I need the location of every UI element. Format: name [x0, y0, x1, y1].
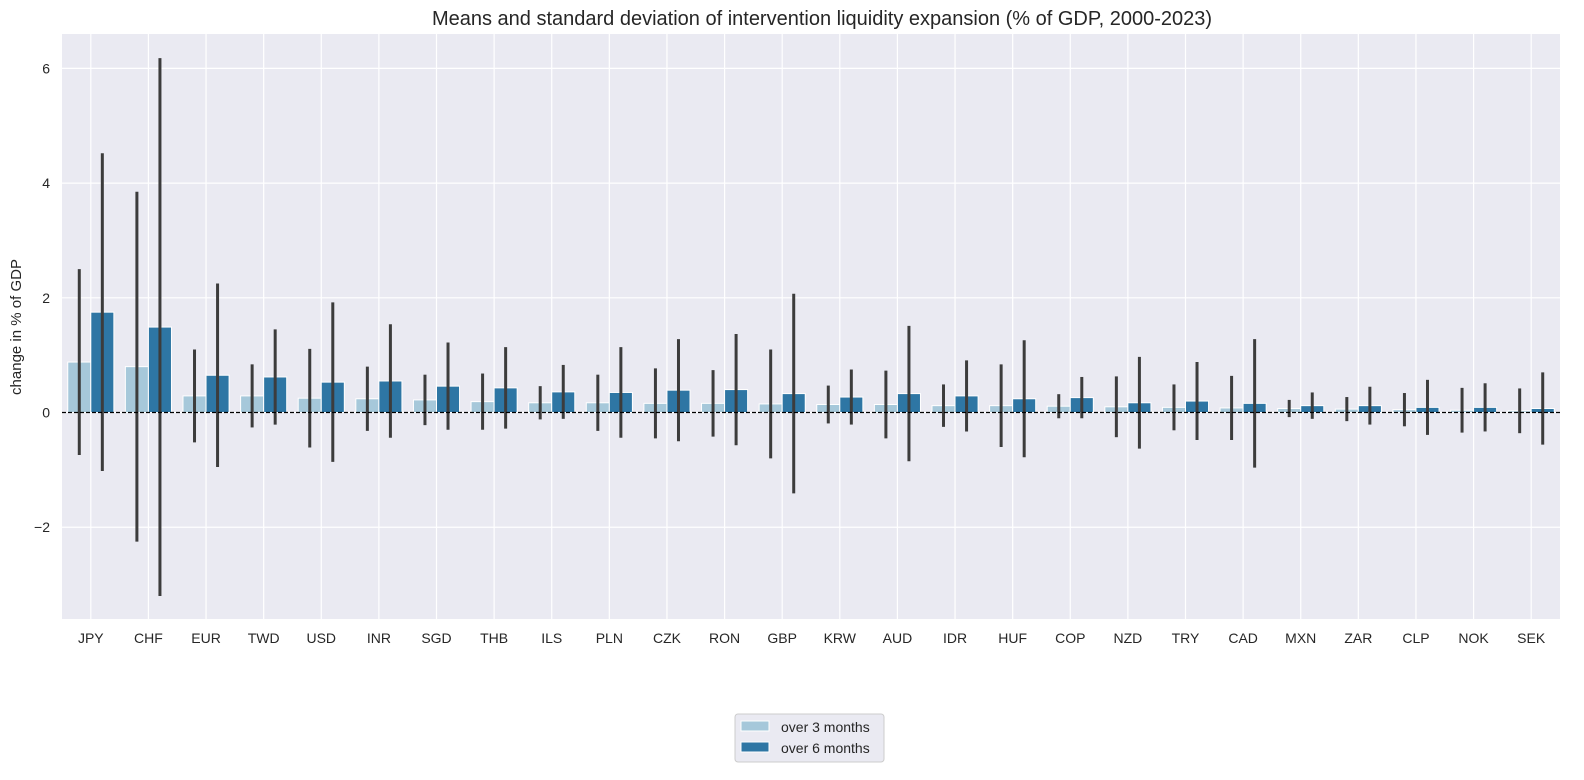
- x-tick-label-cop: COP: [1055, 630, 1085, 646]
- y-tick-label: −2: [34, 519, 50, 535]
- x-tick-label-gbp: GBP: [767, 630, 797, 646]
- y-tick-label: 2: [42, 290, 50, 306]
- x-tick-label-jpy: JPY: [78, 630, 104, 646]
- x-tick-label-aud: AUD: [883, 630, 913, 646]
- legend-swatch-3-months: [740, 720, 770, 732]
- legend-frame: [734, 713, 885, 763]
- x-tick-label-sgd: SGD: [421, 630, 451, 646]
- x-tick-label-czk: CZK: [653, 630, 682, 646]
- x-tick-label-ils: ILS: [541, 630, 562, 646]
- x-axis-ticks: JPY CHF EUR TWD USD INR SGD THB ILS PLN CZK RON GBP K…: [78, 630, 1546, 646]
- legend: over 3 months over 6 months: [734, 713, 885, 763]
- x-tick-label-huf: HUF: [998, 630, 1027, 646]
- y-axis-ticks: −2 0 2 4 6: [34, 60, 50, 535]
- legend-label-3-months: over 3 months: [781, 719, 870, 735]
- x-tick-label-clp: CLP: [1402, 630, 1429, 646]
- x-tick-label-sek: SEK: [1517, 630, 1546, 646]
- x-tick-label-try: TRY: [1172, 630, 1200, 646]
- plot-area: [62, 34, 1560, 619]
- x-tick-label-idr: IDR: [943, 630, 967, 646]
- error-bars: [77, 58, 1545, 597]
- x-tick-label-pln: PLN: [596, 630, 623, 646]
- x-tick-label-twd: TWD: [248, 630, 280, 646]
- x-tick-label-ron: RON: [709, 630, 740, 646]
- x-tick-label-usd: USD: [306, 630, 336, 646]
- x-tick-label-eur: EUR: [191, 630, 221, 646]
- x-tick-label-inr: INR: [367, 630, 391, 646]
- x-tick-label-nok: NOK: [1458, 630, 1489, 646]
- x-tick-label-thb: THB: [480, 630, 508, 646]
- x-tick-label-cad: CAD: [1228, 630, 1258, 646]
- chart-title: Means and standard deviation of interven…: [432, 8, 1212, 30]
- y-tick-label: 4: [42, 175, 50, 191]
- x-tick-label-krw: KRW: [824, 630, 857, 646]
- grid-lines: [62, 34, 1560, 619]
- x-tick-label-nzd: NZD: [1113, 630, 1142, 646]
- legend-label-6-months: over 6 months: [781, 740, 870, 756]
- x-tick-label-mxn: MXN: [1285, 630, 1316, 646]
- y-tick-label: 6: [42, 60, 50, 76]
- y-tick-label: 0: [42, 405, 50, 421]
- x-tick-label-chf: CHF: [134, 630, 163, 646]
- y-axis-label: change in % of GDP: [8, 259, 25, 395]
- legend-swatch-6-months: [740, 741, 770, 753]
- x-tick-label-zar: ZAR: [1344, 630, 1372, 646]
